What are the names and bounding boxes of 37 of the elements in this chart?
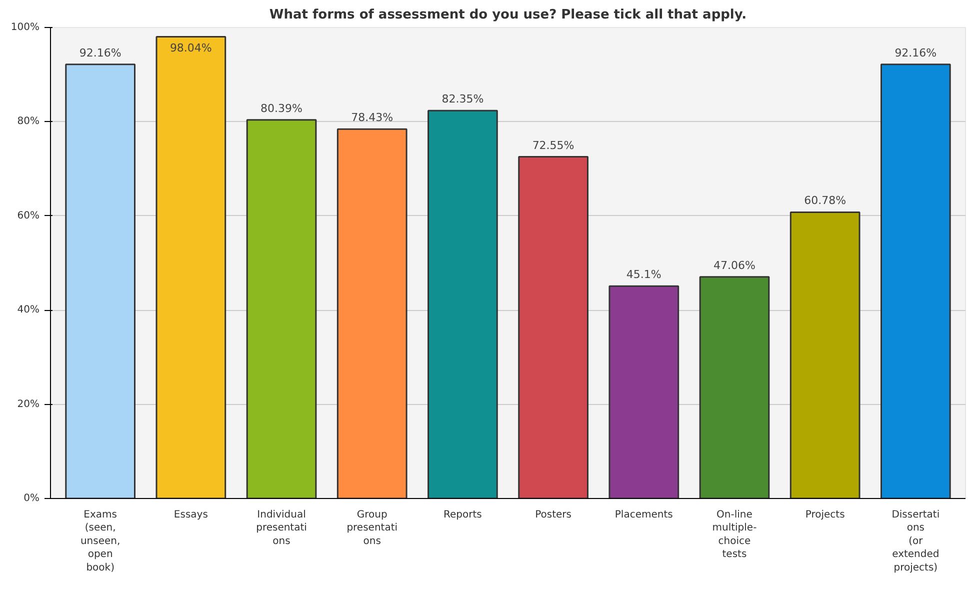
data-label: 45.1% xyxy=(626,268,662,282)
bar xyxy=(790,211,860,498)
y-tick-label: 100% xyxy=(10,22,40,33)
x-tick-label: Exams (seen, unseen, open book) xyxy=(80,510,120,574)
x-tick-label: Projects xyxy=(805,510,845,520)
x-tick-label: Essays xyxy=(174,510,208,520)
y-tick-label: 20% xyxy=(17,398,40,410)
data-label: 72.55% xyxy=(532,138,574,152)
bar xyxy=(246,119,317,498)
y-tick-label: 80% xyxy=(17,116,40,128)
bar xyxy=(428,110,498,498)
y-tick-label: 0% xyxy=(24,493,40,504)
chart-title: What forms of assessment do you use? Please tick all that apply. xyxy=(269,8,747,22)
y-tick-label: 40% xyxy=(17,304,40,316)
data-label: 92.16% xyxy=(79,46,122,60)
x-tick-label: Dissertations (or extended projects) xyxy=(892,510,940,574)
data-label: 82.35% xyxy=(442,92,484,106)
data-label: 98.04% xyxy=(170,42,212,55)
bar xyxy=(518,156,588,498)
x-tick-label: Placements xyxy=(614,510,673,520)
x-tick-label: Group presentations xyxy=(346,510,398,547)
data-label: 80.39% xyxy=(260,102,302,115)
data-label: 60.78% xyxy=(804,194,846,208)
bar xyxy=(65,64,136,498)
bar xyxy=(336,128,408,498)
x-tick-label: Reports xyxy=(444,510,482,520)
y-tick-label: 60% xyxy=(17,210,40,222)
bar xyxy=(699,276,770,498)
x-tick-label: Individual presentations xyxy=(256,510,307,547)
bar xyxy=(880,64,951,498)
bar xyxy=(608,285,680,498)
data-label: 92.16% xyxy=(894,46,937,60)
data-label: 47.06% xyxy=(714,258,756,272)
data-label: 78.43% xyxy=(351,111,394,124)
x-tick-label: On-line multiple-choice tests xyxy=(712,510,758,560)
x-tick-label: Posters xyxy=(535,510,572,520)
bar xyxy=(156,36,226,498)
